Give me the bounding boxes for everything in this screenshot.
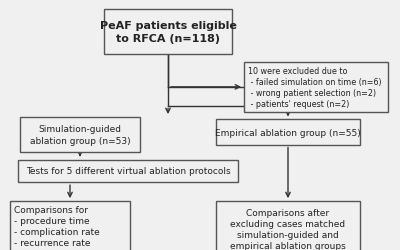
Text: Comparisons after
excluding cases matched
simulation-guided and
empirical ablati: Comparisons after excluding cases matche… <box>230 208 346 250</box>
FancyBboxPatch shape <box>216 201 360 250</box>
FancyBboxPatch shape <box>244 62 388 112</box>
FancyBboxPatch shape <box>104 10 232 55</box>
Text: Comparisons for
- procedure time
- complication rate
- recurrence rate: Comparisons for - procedure time - compl… <box>14 205 100 247</box>
FancyBboxPatch shape <box>18 160 238 182</box>
FancyBboxPatch shape <box>10 201 130 250</box>
Text: Simulation-guided
ablation group (n=53): Simulation-guided ablation group (n=53) <box>30 125 130 145</box>
Text: Empirical ablation group (n=55): Empirical ablation group (n=55) <box>215 128 361 137</box>
FancyBboxPatch shape <box>20 118 140 152</box>
FancyBboxPatch shape <box>216 120 360 145</box>
Text: 10 were excluded due to
 - failed simulation on time (n=6)
 - wrong patient sele: 10 were excluded due to - failed simulat… <box>248 66 382 108</box>
Text: PeAF patients eligible
to RFCA (n=118): PeAF patients eligible to RFCA (n=118) <box>100 21 236 44</box>
Text: Tests for 5 different virtual ablation protocols: Tests for 5 different virtual ablation p… <box>26 167 230 176</box>
